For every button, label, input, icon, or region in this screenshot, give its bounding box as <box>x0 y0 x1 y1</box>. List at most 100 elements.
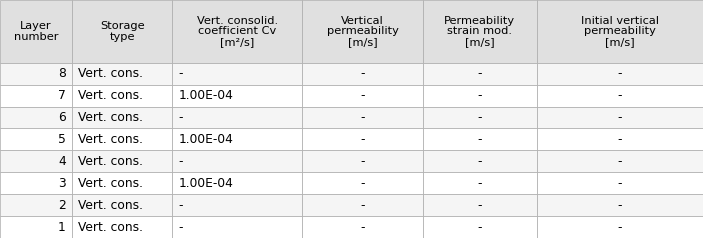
Text: -: - <box>360 67 365 80</box>
Text: strain mod.: strain mod. <box>447 26 512 36</box>
Text: -: - <box>360 89 365 102</box>
Text: -: - <box>179 199 183 212</box>
Bar <box>172 150 302 172</box>
Text: -: - <box>477 89 482 102</box>
Text: -: - <box>360 111 365 124</box>
Text: -: - <box>360 155 365 168</box>
Text: -: - <box>617 133 622 146</box>
Text: -: - <box>360 133 365 146</box>
Text: -: - <box>617 177 622 190</box>
Text: -: - <box>617 199 622 212</box>
Text: Layer: Layer <box>20 21 52 31</box>
Text: -: - <box>477 177 482 190</box>
Text: 8: 8 <box>58 67 66 80</box>
Text: permeability: permeability <box>326 26 399 36</box>
Text: Permeability: Permeability <box>444 16 515 26</box>
Text: 3: 3 <box>58 177 66 190</box>
Bar <box>302 107 423 129</box>
Text: Vert. cons.: Vert. cons. <box>78 221 143 233</box>
Bar <box>302 85 423 107</box>
Text: -: - <box>179 67 183 80</box>
Text: coefficient Cv: coefficient Cv <box>198 26 276 36</box>
Bar <box>72 216 172 238</box>
Text: Vert. cons.: Vert. cons. <box>78 133 143 146</box>
Bar <box>72 150 172 172</box>
Bar <box>0 107 72 129</box>
Bar <box>0 150 72 172</box>
Text: -: - <box>477 111 482 124</box>
Text: 7: 7 <box>58 89 66 102</box>
Bar <box>423 129 536 150</box>
Bar <box>172 107 302 129</box>
Text: Vertical: Vertical <box>341 16 384 26</box>
Bar <box>423 216 536 238</box>
Text: [m/s]: [m/s] <box>605 37 635 47</box>
Bar <box>172 216 302 238</box>
Text: 1.00E-04: 1.00E-04 <box>179 133 233 146</box>
Bar <box>302 172 423 194</box>
Bar <box>172 129 302 150</box>
Text: -: - <box>617 67 622 80</box>
Bar <box>0 216 72 238</box>
Bar <box>172 85 302 107</box>
Bar <box>423 172 536 194</box>
Text: number: number <box>13 32 58 42</box>
Text: -: - <box>617 89 622 102</box>
Text: permeability: permeability <box>584 26 656 36</box>
Bar <box>0 63 72 85</box>
Bar <box>72 129 172 150</box>
Bar <box>72 63 172 85</box>
Bar <box>302 150 423 172</box>
Bar <box>302 0 423 63</box>
Bar <box>72 85 172 107</box>
Text: 5: 5 <box>58 133 66 146</box>
Text: -: - <box>617 111 622 124</box>
Text: 1.00E-04: 1.00E-04 <box>179 89 233 102</box>
Text: 6: 6 <box>58 111 66 124</box>
Text: [m²/s]: [m²/s] <box>220 37 254 47</box>
Bar <box>0 129 72 150</box>
Text: Vert. cons.: Vert. cons. <box>78 199 143 212</box>
Text: -: - <box>360 177 365 190</box>
Bar <box>172 0 302 63</box>
Text: -: - <box>179 221 183 233</box>
Text: -: - <box>360 221 365 233</box>
Text: -: - <box>477 67 482 80</box>
Bar <box>423 194 536 216</box>
Bar <box>172 172 302 194</box>
Text: Vert. consolid.: Vert. consolid. <box>197 16 278 26</box>
Text: -: - <box>617 155 622 168</box>
Bar <box>0 85 72 107</box>
Text: -: - <box>617 221 622 233</box>
Text: type: type <box>110 32 135 42</box>
Text: -: - <box>477 155 482 168</box>
Bar <box>302 63 423 85</box>
Bar <box>302 216 423 238</box>
Bar <box>172 63 302 85</box>
Bar <box>536 216 703 238</box>
Bar <box>302 194 423 216</box>
Text: -: - <box>477 133 482 146</box>
Bar <box>172 194 302 216</box>
Text: [m/s]: [m/s] <box>347 37 378 47</box>
Bar <box>536 129 703 150</box>
Bar <box>72 194 172 216</box>
Text: Vert. cons.: Vert. cons. <box>78 111 143 124</box>
Text: 2: 2 <box>58 199 66 212</box>
Bar <box>423 150 536 172</box>
Text: Vert. cons.: Vert. cons. <box>78 67 143 80</box>
Text: -: - <box>477 199 482 212</box>
Bar <box>302 129 423 150</box>
Text: 1: 1 <box>58 221 66 233</box>
Text: -: - <box>179 111 183 124</box>
Text: [m/s]: [m/s] <box>465 37 495 47</box>
Bar <box>0 172 72 194</box>
Text: 4: 4 <box>58 155 66 168</box>
Bar <box>536 172 703 194</box>
Text: -: - <box>477 221 482 233</box>
Text: Vert. cons.: Vert. cons. <box>78 89 143 102</box>
Bar <box>536 194 703 216</box>
Bar <box>72 0 172 63</box>
Bar <box>0 194 72 216</box>
Text: Vert. cons.: Vert. cons. <box>78 155 143 168</box>
